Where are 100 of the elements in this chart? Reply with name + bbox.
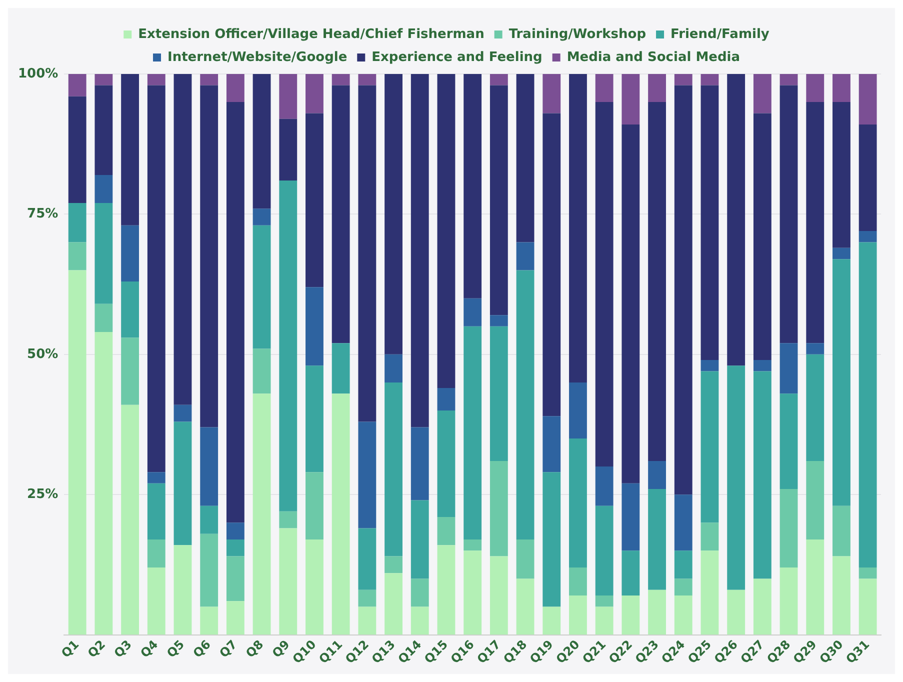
bar <box>516 242 534 270</box>
bar <box>358 422 376 528</box>
bar <box>595 102 614 467</box>
bar <box>200 85 218 428</box>
bar <box>252 208 271 226</box>
bar <box>674 494 692 551</box>
bar <box>542 416 561 472</box>
bar <box>569 438 587 568</box>
bar <box>700 522 719 551</box>
bar <box>384 382 402 556</box>
bar <box>622 74 640 124</box>
bar <box>858 74 877 124</box>
bar <box>622 124 640 484</box>
bar <box>252 74 271 209</box>
bar <box>410 427 429 500</box>
bar <box>121 281 139 338</box>
bar <box>569 382 587 439</box>
bar <box>490 326 508 461</box>
bar <box>68 242 86 270</box>
bar <box>279 511 298 528</box>
bar <box>358 606 376 635</box>
bar <box>542 74 561 114</box>
bar <box>490 85 508 316</box>
bar <box>68 202 86 242</box>
bar <box>252 225 271 349</box>
bar <box>674 550 692 579</box>
bar <box>410 606 429 635</box>
bar <box>700 371 719 523</box>
bar <box>306 74 324 114</box>
legend-label: Training/Workshop <box>508 26 646 42</box>
x-tick-label: Q3 <box>111 637 134 660</box>
bar <box>306 366 324 472</box>
bar <box>410 578 429 607</box>
bar <box>780 85 798 344</box>
x-tick-label: Q7 <box>216 637 240 660</box>
bar <box>622 483 640 551</box>
bar <box>121 74 139 226</box>
bar <box>569 596 587 635</box>
bar <box>226 556 244 602</box>
bar <box>700 74 719 86</box>
bar <box>595 506 614 596</box>
legend-label: Media and Social Media <box>566 50 740 65</box>
bar <box>384 74 402 354</box>
bar <box>727 74 746 366</box>
bar <box>490 315 508 326</box>
bar <box>226 539 244 556</box>
bar <box>200 506 218 534</box>
bar <box>806 74 824 102</box>
bar <box>806 343 824 354</box>
bar <box>437 410 456 518</box>
bar <box>279 528 298 635</box>
bar <box>464 539 482 551</box>
legend-label: Experience and Feeling <box>372 50 542 65</box>
legend-label: Internet/Website/Google <box>167 50 348 65</box>
bar <box>832 102 850 248</box>
bar <box>306 472 324 540</box>
bar <box>595 606 614 635</box>
bar <box>648 590 666 635</box>
bar <box>121 404 139 635</box>
bar <box>858 578 877 635</box>
bar <box>332 394 350 635</box>
bar <box>780 568 798 635</box>
bar <box>490 460 508 556</box>
bar <box>648 488 666 590</box>
bar <box>464 298 482 326</box>
bar <box>94 304 113 332</box>
bar <box>68 96 86 203</box>
bar <box>516 270 534 540</box>
bar <box>94 174 113 203</box>
bar <box>648 460 666 489</box>
bar <box>490 556 508 635</box>
bar <box>595 596 614 607</box>
bar <box>200 606 218 635</box>
bar <box>68 270 86 635</box>
bar <box>226 102 244 523</box>
bar <box>858 231 877 242</box>
bar <box>358 74 376 86</box>
bar <box>358 590 376 607</box>
bar <box>437 388 456 410</box>
bar <box>68 74 86 96</box>
bar <box>542 472 561 607</box>
bar <box>464 550 482 635</box>
bar <box>200 534 218 607</box>
bar <box>279 180 298 512</box>
bar <box>200 74 218 86</box>
bar <box>648 102 666 461</box>
bar <box>753 578 772 635</box>
y-tick-label: 100% <box>18 66 58 82</box>
bar <box>832 556 850 635</box>
bar <box>832 248 850 260</box>
bar <box>332 343 350 394</box>
bar <box>674 596 692 635</box>
bar <box>147 539 166 568</box>
bar <box>279 118 298 181</box>
bar <box>358 528 376 590</box>
bar <box>674 578 692 596</box>
bar <box>569 568 587 596</box>
bar <box>858 124 877 232</box>
y-tick-label: 75% <box>27 206 58 222</box>
bar <box>753 371 772 579</box>
